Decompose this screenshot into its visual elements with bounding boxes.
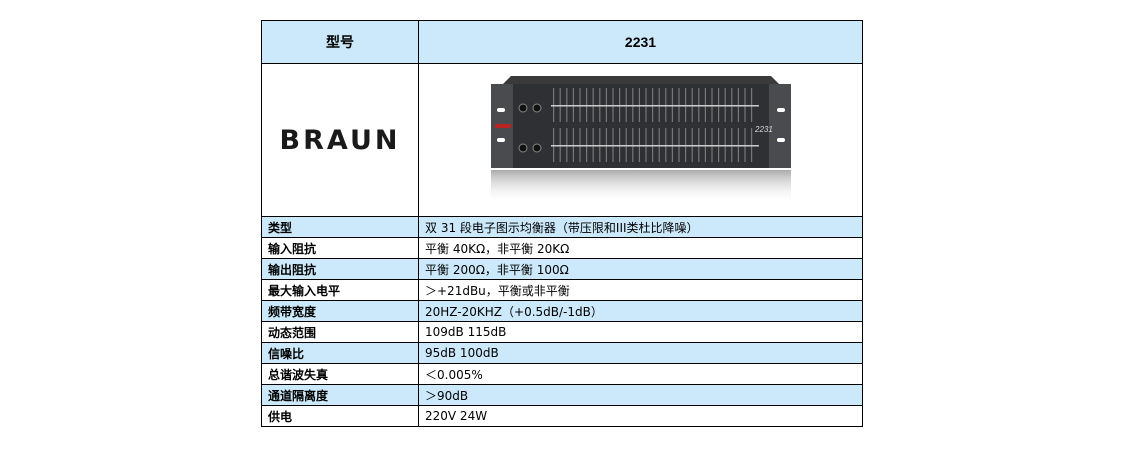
spec-row: 输出阻抗 平衡 200Ω，非平衡 100Ω bbox=[261, 258, 863, 280]
equalizer-device-image: 2231 bbox=[490, 76, 791, 204]
spec-value: 95dB 100dB bbox=[418, 342, 863, 364]
eq-center-line bbox=[550, 145, 759, 147]
spec-row: 类型双 31 段电子图示均衡器（带压限和III类杜比降噪） bbox=[261, 216, 863, 238]
header-model: 2231 bbox=[418, 20, 863, 64]
spec-key: 输出阻抗 bbox=[261, 258, 419, 280]
device-image-cell: 2231 bbox=[418, 63, 863, 217]
spec-value: 双 31 段电子图示均衡器（带压限和III类杜比降噪） bbox=[418, 216, 863, 238]
spec-key: 信噪比 bbox=[261, 342, 419, 364]
spec-value: ＜0.005% bbox=[418, 363, 863, 385]
header-row: 型号 2231 bbox=[261, 20, 863, 64]
brand-logo: BRAUN bbox=[261, 63, 419, 217]
brand-logo-text: BRAUN bbox=[279, 124, 401, 156]
image-row: BRAUN 2231 bbox=[261, 63, 863, 217]
spec-key: 供电 bbox=[261, 405, 419, 427]
spec-key: 输入阻抗 bbox=[261, 237, 419, 259]
spec-value: 平衡 200Ω，非平衡 100Ω bbox=[418, 258, 863, 280]
spec-row: 动态范围 109dB 115dB bbox=[261, 321, 863, 343]
spec-key: 动态范围 bbox=[261, 321, 419, 343]
spec-row: 最大输入电平 ＞+21dBu，平衡或非平衡 bbox=[261, 279, 863, 301]
spec-value: ＞+21dBu，平衡或非平衡 bbox=[418, 279, 863, 301]
eq-center-line bbox=[550, 105, 759, 107]
knob bbox=[532, 103, 541, 113]
spec-row: 信噪比 95dB 100dB bbox=[261, 342, 863, 364]
device-model-print: 2231 bbox=[754, 125, 773, 134]
spec-row: 总谐波失真 ＜0.005% bbox=[261, 363, 863, 385]
knob bbox=[518, 103, 527, 113]
spec-row: 供电 220V 24W bbox=[261, 405, 863, 427]
spec-row: 通道隔离度 ＞90dB bbox=[261, 384, 863, 406]
spec-key: 总谐波失真 bbox=[261, 363, 419, 385]
spec-key: 最大输入电平 bbox=[261, 279, 419, 301]
spec-key: 通道隔离度 bbox=[261, 384, 419, 406]
spec-value: 220V 24W bbox=[418, 405, 863, 427]
spec-row: 频带宽度 20HZ-20KHZ（+0.5dB/-1dB） bbox=[261, 300, 863, 322]
spec-row: 输入阻抗 平衡 40KΩ，非平衡 20KΩ bbox=[261, 237, 863, 259]
spec-key: 频带宽度 bbox=[261, 300, 419, 322]
spec-value: 109dB 115dB bbox=[418, 321, 863, 343]
spec-table: 型号 2231 BRAUN 2231 bbox=[261, 20, 863, 427]
knob bbox=[532, 143, 541, 153]
spec-key: 类型 bbox=[261, 216, 419, 238]
header-label: 型号 bbox=[261, 20, 419, 64]
spec-value: 平衡 40KΩ，非平衡 20KΩ bbox=[418, 237, 863, 259]
knob bbox=[518, 143, 527, 153]
spec-value: 20HZ-20KHZ（+0.5dB/-1dB） bbox=[418, 300, 863, 322]
spec-value: ＞90dB bbox=[418, 384, 863, 406]
